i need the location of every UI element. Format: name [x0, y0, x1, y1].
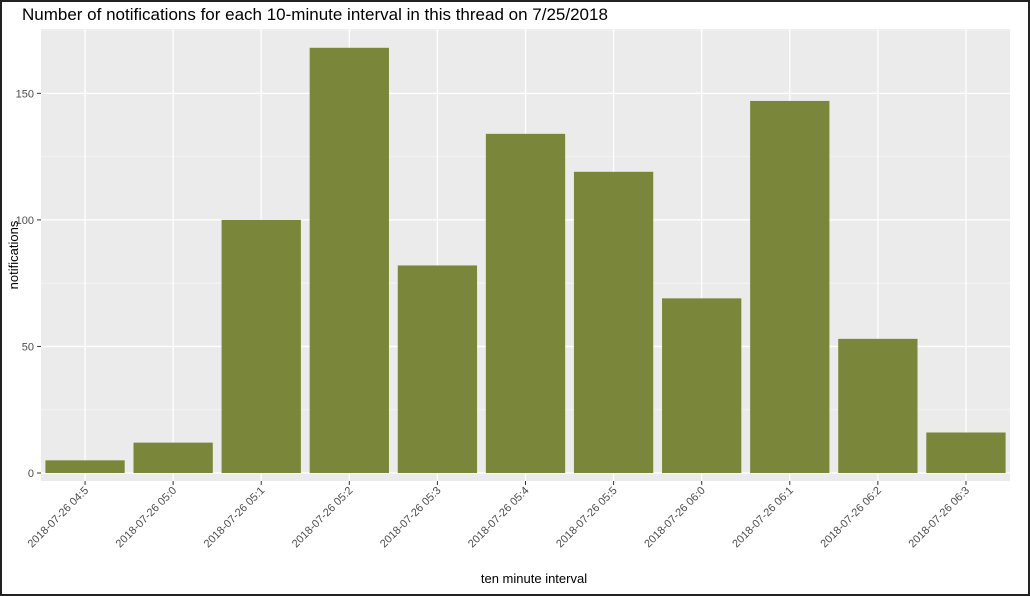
- y-axis: 0 50 100 150: [16, 88, 41, 480]
- bar: [309, 47, 389, 474]
- x-tick-label: 2018-07-26 05:4: [466, 485, 532, 551]
- bar: [573, 171, 654, 473]
- y-tick-label: 50: [22, 341, 34, 353]
- x-axis-title: ten minute interval: [481, 571, 587, 586]
- x-tick-label: 2018-07-26 05:2: [290, 485, 356, 551]
- bar: [750, 100, 830, 474]
- x-tick-label: 2018-07-26 05:1: [202, 485, 268, 551]
- y-tick-label: 0: [28, 468, 34, 480]
- bar: [485, 133, 566, 473]
- bar: [926, 432, 1006, 473]
- y-tick-label: 150: [16, 88, 34, 100]
- x-tick-label: 2018-07-26 06:3: [907, 485, 973, 551]
- x-tick-label: 2018-07-26 06:0: [642, 485, 708, 551]
- x-tick-label: 2018-07-26 05:5: [554, 485, 620, 551]
- x-axis: 2018-07-26 04:5 2018-07-26 05:0 2018-07-26…: [26, 481, 972, 550]
- x-tick-label: 2018-07-26 04:5: [26, 485, 92, 551]
- bar: [45, 460, 125, 473]
- bar: [662, 298, 742, 473]
- x-tick-label: 2018-07-26 05:0: [114, 485, 180, 551]
- x-tick-label: 2018-07-26 06:1: [730, 485, 796, 551]
- x-tick-label: 2018-07-26 05:3: [378, 485, 444, 551]
- bars: [45, 47, 1006, 474]
- bar: [221, 219, 301, 473]
- y-axis-title: notifications: [6, 220, 21, 289]
- bar: [133, 442, 213, 473]
- chart-title: Number of notifications for each 10-minu…: [22, 5, 608, 24]
- x-tick-label: 2018-07-26 06:2: [818, 485, 884, 551]
- y-tick-label: 100: [16, 215, 34, 227]
- bar: [397, 265, 478, 473]
- bar: [838, 338, 918, 473]
